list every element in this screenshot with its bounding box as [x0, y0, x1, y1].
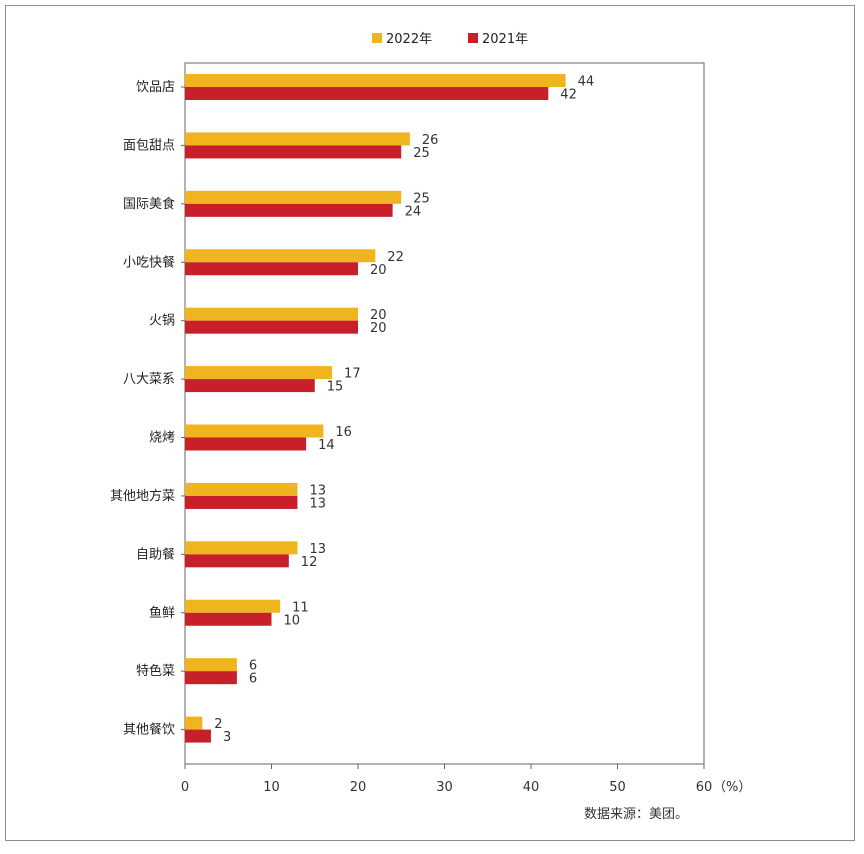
- value-label: 15: [327, 380, 344, 395]
- value-label: 13: [309, 496, 326, 511]
- category-label: 鱼鲜: [149, 605, 175, 621]
- value-label: 25: [413, 191, 430, 206]
- category-label: 面包甜点: [123, 137, 175, 153]
- value-label: 42: [560, 88, 577, 103]
- value-label: 14: [318, 438, 335, 453]
- x-tick-label: 40: [523, 780, 540, 795]
- value-label: 12: [301, 555, 318, 570]
- x-tick-label: 0: [181, 780, 189, 795]
- bar: [185, 424, 324, 438]
- value-label: 11: [292, 600, 309, 615]
- bar: [185, 716, 203, 730]
- value-label: 24: [405, 204, 422, 219]
- category-label: 八大菜系: [123, 372, 175, 387]
- bar: [185, 482, 298, 496]
- value-label: 17: [344, 367, 361, 382]
- bar: [185, 249, 376, 263]
- category-label: 特色菜: [136, 663, 175, 679]
- value-label: 13: [309, 542, 326, 557]
- value-label: 44: [578, 75, 595, 90]
- bar: [185, 307, 358, 321]
- bar: [185, 495, 298, 509]
- category-label: 国际美食: [123, 196, 175, 212]
- category-label: 烧烤: [149, 431, 175, 446]
- value-label: 16: [335, 425, 352, 440]
- chart-frame: [5, 5, 855, 841]
- value-label: 20: [370, 263, 387, 278]
- x-tick-label: 50: [609, 780, 626, 795]
- value-label: 10: [284, 613, 301, 628]
- bar: [185, 437, 307, 451]
- bar: [185, 320, 358, 334]
- plot-border: [184, 62, 705, 765]
- bar: [185, 554, 289, 568]
- value-label: 13: [309, 483, 326, 498]
- bar: [185, 541, 298, 555]
- value-label: 20: [370, 308, 387, 323]
- legend: 2022年 2021年: [372, 32, 528, 47]
- bar: [185, 87, 549, 100]
- value-label: 25: [413, 146, 430, 161]
- bar: [185, 190, 402, 204]
- bar: [185, 379, 315, 393]
- bar: [185, 145, 402, 159]
- bar: [185, 203, 393, 217]
- category-label: 饮品店: [136, 80, 175, 95]
- bar: [185, 729, 211, 743]
- legend-swatch-2022: [372, 33, 382, 43]
- bar: [185, 366, 333, 380]
- legend-label-2022: 2022年: [386, 32, 432, 47]
- x-tick-label: 20: [350, 780, 367, 795]
- bar: [185, 671, 237, 685]
- value-label: 26: [422, 133, 439, 148]
- category-label: 其他地方菜: [110, 488, 175, 504]
- value-label: 3: [223, 730, 231, 745]
- category-label: 小吃快餐: [123, 254, 175, 270]
- bar: [185, 599, 281, 613]
- value-label: 6: [249, 659, 257, 674]
- value-label: 6: [249, 672, 257, 687]
- category-label: 其他餐饮: [123, 722, 175, 738]
- x-tick-label: 60: [696, 780, 713, 795]
- value-label: 20: [370, 321, 387, 336]
- legend-swatch-2021: [468, 33, 478, 43]
- source-note: 数据来源：美团。: [584, 807, 688, 822]
- bar: [185, 74, 566, 87]
- bar: [185, 658, 237, 672]
- category-label: 自助餐: [136, 546, 175, 562]
- value-label: 22: [387, 250, 404, 265]
- x-axis-unit: （%）: [713, 780, 751, 795]
- bar: [185, 612, 272, 626]
- bar: [185, 132, 410, 146]
- value-label: 2: [214, 717, 222, 732]
- x-tick-label: 10: [263, 780, 280, 795]
- legend-label-2021: 2021年: [482, 32, 528, 47]
- bar: [185, 262, 358, 276]
- x-tick-label: 30: [436, 780, 453, 795]
- category-label: 火锅: [149, 313, 175, 329]
